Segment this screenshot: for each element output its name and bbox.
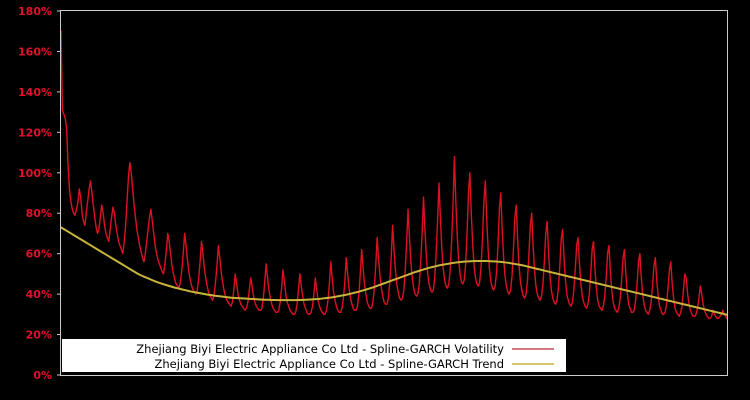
y-axis-tick-label: 100%: [18, 167, 52, 180]
y-axis-tick-label: 180%: [18, 5, 52, 18]
y-axis-tick-label: 160%: [18, 45, 52, 58]
y-axis-tick-label: 120%: [18, 126, 52, 139]
legend-label: Zhejiang Biyi Electric Appliance Co Ltd …: [136, 342, 504, 356]
trend-series-line: [60, 226, 728, 316]
y-axis-tick-labels: 0% 20% 40% 60% 80% 100% 120% 140% 160% 180%: [18, 5, 61, 382]
data-series-group: [60, 30, 728, 320]
volatility-series-line: [60, 30, 728, 320]
chart-legend: Zhejiang Biyi Electric Appliance Co Ltd …: [62, 339, 566, 372]
y-axis-tick-label: 40%: [26, 288, 52, 301]
y-axis-tick-label: 140%: [18, 86, 52, 99]
y-axis-tick-label: 0%: [33, 369, 52, 382]
legend-background: [62, 339, 566, 372]
legend-label: Zhejiang Biyi Electric Appliance Co Ltd …: [154, 357, 504, 371]
y-axis-tick-label: 20%: [26, 329, 52, 342]
y-axis-tick-label: 60%: [26, 248, 52, 261]
plot-frame: [60, 10, 728, 376]
y-axis-tick-label: 80%: [26, 207, 52, 220]
